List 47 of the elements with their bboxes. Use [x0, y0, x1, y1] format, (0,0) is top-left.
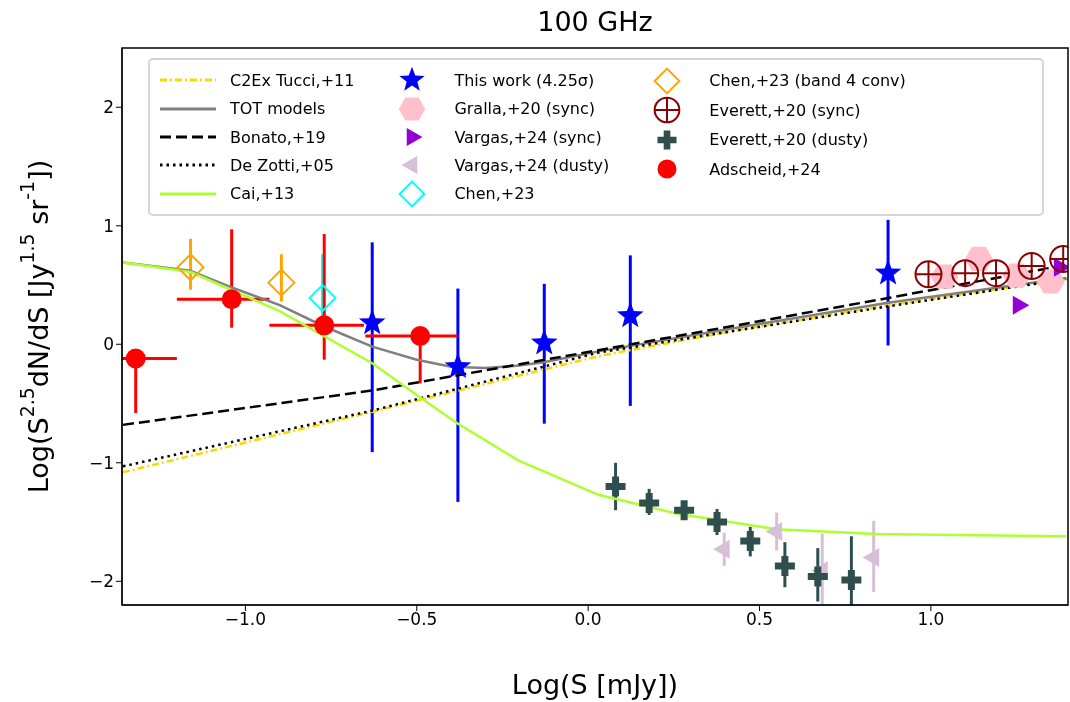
legend-label: Cai,+13	[230, 184, 295, 204]
y-tick-label: 0	[103, 334, 114, 355]
legend-label: Bonato,+19	[230, 127, 326, 147]
point	[267, 268, 296, 297]
point	[740, 531, 761, 551]
point	[707, 512, 728, 533]
legend-label: Everett,+20 (dusty)	[709, 130, 869, 150]
point	[807, 566, 828, 587]
point	[314, 315, 335, 336]
point	[639, 493, 660, 514]
x-tick-label: −0.5	[396, 609, 438, 630]
point	[841, 570, 862, 591]
y-tick-label: −2	[88, 571, 114, 592]
x-tick-label: 0.0	[574, 609, 602, 630]
point	[530, 329, 558, 355]
legend-label: De Zotti,+05	[230, 155, 334, 175]
point	[308, 284, 337, 313]
legend-label: Chen,+23 (band 4 conv)	[709, 71, 906, 91]
point	[410, 325, 431, 346]
point	[444, 352, 472, 379]
x-tick-label: 0.5	[746, 609, 774, 630]
point	[1036, 269, 1065, 294]
x-tick-label: 1.0	[917, 609, 945, 630]
legend-label: Everett,+20 (sync)	[709, 100, 861, 120]
point	[125, 348, 146, 369]
x-tick-label: −1.0	[224, 609, 267, 630]
y-tick-label: 1	[103, 215, 114, 236]
legend-label: Chen,+23	[454, 184, 535, 204]
legend-label: Vargas,+24 (dusty)	[454, 155, 610, 175]
x-axis-title: Log(S [mJy])	[511, 669, 679, 700]
y-tick-label: 2	[103, 97, 114, 118]
chart-title: 100 GHz	[536, 6, 654, 37]
point	[616, 301, 644, 328]
legend-label: TOT models	[230, 99, 326, 119]
legend-label: Gralla,+20 (sync)	[454, 99, 596, 119]
legend-label: C2Ex Tucci,+11	[230, 70, 355, 90]
point	[874, 259, 902, 285]
point	[605, 476, 626, 497]
point	[221, 289, 242, 310]
point	[358, 308, 386, 335]
point	[774, 555, 795, 576]
legend-label: Adscheid,+24	[709, 159, 821, 179]
legend-label: Vargas,+24 (sync)	[454, 127, 602, 147]
y-tick-label: −1	[88, 452, 114, 473]
legend-label: This work (4.25σ)	[454, 70, 595, 90]
point	[674, 500, 695, 521]
point	[176, 253, 205, 282]
